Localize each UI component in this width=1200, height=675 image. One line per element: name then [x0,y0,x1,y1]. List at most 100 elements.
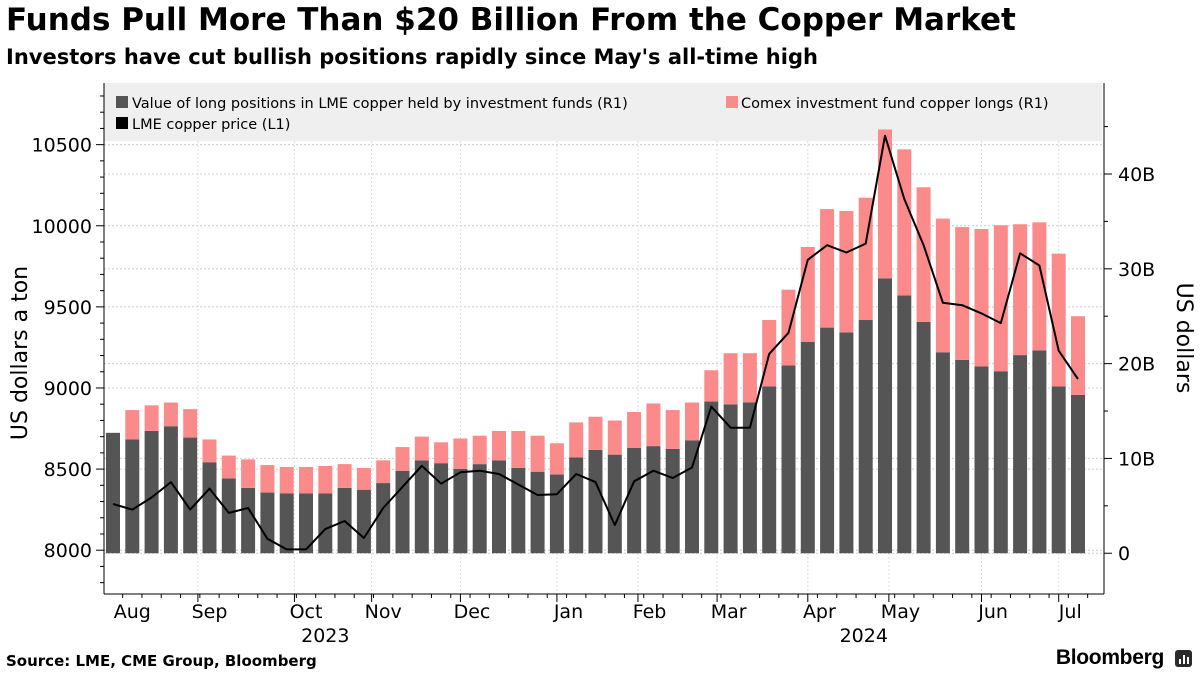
bar-lme [492,460,506,554]
bar-comex [453,438,468,469]
bar-comex [221,455,236,479]
bar-lme [781,365,796,554]
brand-logo: Bloomberg [1055,646,1164,669]
bar-comex [260,465,275,493]
bar-comex [549,443,564,475]
bar-lme [1051,386,1066,554]
bar-comex [723,353,738,405]
bar-comex [704,370,719,402]
x-tick-label: Oct [290,601,323,623]
legend-label-price: LME copper price (L1) [132,117,290,133]
bar-comex [1032,222,1047,351]
bar-comex [878,129,892,279]
right-tick-label: 10B [1118,448,1155,470]
bar-lme [897,295,912,554]
bar-lme [376,483,391,554]
bar-comex [993,225,1008,372]
legend-background [104,83,1102,141]
bar-comex [665,410,680,449]
x-tick-label: Aug [114,601,151,623]
bar-comex [916,187,931,322]
legend-swatch-lme [116,96,128,108]
legend-label-comex: Comex investment fund copper longs (R1) [741,96,1049,112]
bar-comex [1051,253,1066,387]
legend-swatch-comex [726,96,738,108]
bar-comex [530,435,545,472]
bar-lme [144,430,159,554]
bars [106,129,1085,554]
bar-lme [723,404,738,554]
bar-comex [897,149,912,296]
left-axis-title: US dollars a ton [8,266,33,440]
bar-comex [299,466,313,494]
x-tick-label: May [881,601,920,623]
bar-lme [1032,350,1047,554]
bar-comex [202,439,217,463]
bar-lme [588,449,603,554]
bar-comex [163,402,178,427]
bar-lme [704,401,719,554]
right-tick-label: 40B [1118,164,1155,186]
bar-lme [569,457,584,554]
left-tick-label: 8000 [44,540,92,562]
x-tick-label: Jul [1058,601,1082,623]
bar-lme [665,448,680,554]
bar-lme [530,471,545,554]
left-tick-label: 9500 [44,297,92,319]
legend-label-lme: Value of long positions in LME copper he… [132,96,628,112]
bar-comex [742,353,757,403]
bar-lme [839,332,854,554]
bar-lme [607,454,622,554]
bar-lme [183,437,198,554]
left-tick-label: 10000 [32,216,92,238]
bar-lme [356,489,371,554]
chart-title: Funds Pull More Than $20 Billion From th… [6,2,1016,38]
bar-lme [993,371,1008,554]
x-tick-label: Jan [553,601,583,623]
bar-comex [492,430,506,461]
bar-lme [395,470,410,554]
bar-lme [299,493,313,554]
bar-comex [376,460,391,484]
bar-lme [916,321,931,554]
bar-lme [878,278,892,554]
right-tick-label: 30B [1118,259,1155,281]
bar-lme [1071,394,1085,554]
bar-lme [858,320,873,554]
source-note: Source: LME, CME Group, Bloomberg [6,652,317,670]
bar-lme [414,460,429,554]
bar-comex [1013,224,1028,356]
bar-comex [511,430,526,468]
bar-lme [974,366,989,554]
bar-comex [414,436,429,461]
bar-lme [472,464,487,554]
bar-lme [1013,355,1028,554]
x-tick-label: Nov [365,601,402,623]
bar-lme [260,492,275,554]
bar-comex [472,435,487,465]
price-line-group [112,134,1079,551]
bar-lme [434,463,449,554]
bar-lme [762,386,777,554]
bar-lme [800,341,815,554]
right-tick-label: 20B [1118,354,1155,376]
bar-lme [685,440,699,554]
bar-lme [511,467,526,554]
bar-comex [646,403,661,447]
left-tick-label: 8500 [44,459,92,481]
bar-lme [627,448,642,554]
bar-lme [820,327,835,554]
bar-lme [549,474,564,554]
x-tick-label: Sep [192,601,228,623]
bloomberg-chart-icon [1175,650,1192,667]
bar-comex [607,420,622,455]
bar-comex [337,464,352,488]
bar-comex [627,411,642,448]
year-label: 2024 [840,625,888,647]
bar-comex [781,289,796,366]
bar-lme [202,462,217,554]
bar-lme [241,487,256,554]
bar-comex [955,227,970,360]
x-tick-label: Dec [454,601,491,623]
